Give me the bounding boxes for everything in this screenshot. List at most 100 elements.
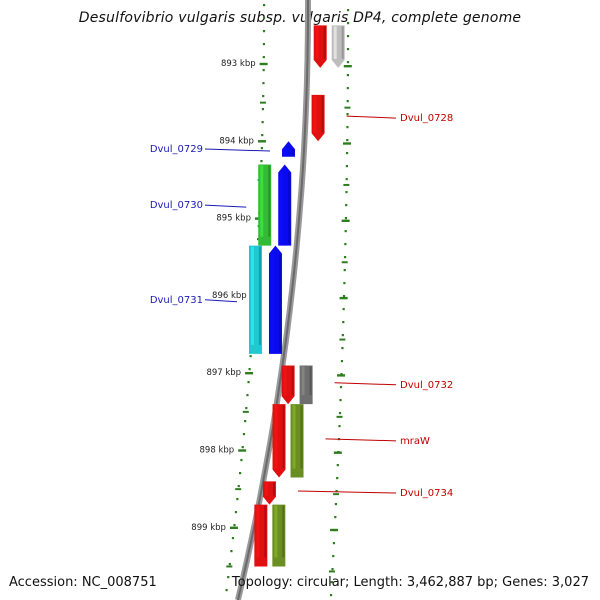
ruler-minor-tick — [259, 101, 266, 104]
gene-label-leader — [297, 490, 397, 494]
gene-label-leader — [325, 438, 397, 442]
ruler-dot — [231, 537, 235, 540]
gene-label[interactable]: Dvul_0730 — [150, 200, 203, 211]
gene-feature[interactable] — [258, 164, 272, 246]
ruler-dot — [346, 9, 350, 12]
ruler-dot — [338, 412, 342, 415]
ruler-dot — [334, 503, 338, 506]
ruler-dot — [249, 355, 252, 358]
gene-feature[interactable] — [290, 404, 304, 478]
ruler-major-tick — [259, 62, 268, 66]
gene-feature[interactable] — [278, 164, 292, 246]
gene-feature[interactable] — [262, 481, 276, 505]
gene-label[interactable]: Dvul_0729 — [150, 144, 203, 155]
ruler-dot — [346, 113, 349, 116]
ruler-minor-tick — [226, 565, 233, 568]
ruler-dot — [261, 108, 265, 111]
ruler-dot — [244, 420, 247, 423]
ruler-dot — [346, 139, 349, 142]
gene-feature[interactable] — [254, 504, 268, 567]
ruler-dot — [331, 568, 334, 571]
ruler-label: 893 kbp — [221, 59, 256, 69]
gene-label[interactable]: mraW — [400, 436, 430, 447]
ruler-minor-tick — [344, 106, 351, 109]
ruler-major-tick — [343, 142, 352, 145]
ruler-dot — [234, 511, 238, 514]
ruler-dot — [240, 459, 243, 462]
ruler-dot — [334, 516, 337, 519]
gene-feature[interactable] — [272, 504, 286, 567]
ruler-dot — [335, 490, 338, 493]
accession-text: Accession: NC_008751 — [9, 575, 157, 590]
ruler-dot — [341, 334, 344, 337]
genome-summary-text: Topology: circular; Length: 3,462,887 bp… — [231, 575, 589, 590]
ruler-dot — [228, 563, 231, 566]
ruler-dot — [343, 282, 346, 285]
gene-highlight — [292, 405, 296, 469]
gene-highlight — [283, 366, 287, 396]
ruler-major-tick — [257, 140, 266, 143]
ruler-label: 899 kbp — [191, 523, 226, 533]
gene-feature[interactable] — [311, 94, 325, 142]
gene-highlight — [284, 149, 288, 155]
ruler-major-tick — [339, 296, 348, 300]
ruler-dot — [332, 555, 335, 558]
gene-feature[interactable] — [331, 25, 345, 68]
ruler-dot — [262, 82, 265, 85]
ruler-dot — [342, 308, 345, 311]
ruler-major-tick — [238, 449, 247, 452]
gene-label-leader — [204, 148, 271, 152]
gene-highlight — [260, 165, 264, 237]
gene-highlight — [274, 505, 278, 558]
ruler-dot — [330, 581, 333, 584]
gene-feature[interactable] — [248, 245, 262, 354]
ruler-dot — [340, 373, 343, 376]
gene-label-leader — [334, 382, 397, 386]
gene-shadow — [282, 505, 285, 558]
ruler-dot — [345, 152, 349, 155]
ruler-dot — [343, 256, 347, 259]
ruler-dot — [346, 126, 349, 129]
ruler-label: 896 kbp — [212, 291, 247, 301]
gene-feature[interactable] — [272, 404, 286, 478]
ruler-dot — [346, 100, 349, 103]
ruler-dot — [262, 95, 265, 98]
gene-label[interactable]: Dvul_0728 — [400, 113, 453, 124]
ruler-dot — [241, 446, 244, 449]
ruler-minor-tick — [339, 338, 346, 341]
ruler-dot — [262, 56, 265, 59]
ruler-dot — [262, 4, 266, 7]
gene-label[interactable]: Dvul_0731 — [150, 295, 203, 306]
ruler-minor-tick — [333, 493, 340, 496]
ruler-dot — [233, 524, 236, 527]
ruler-dot — [343, 269, 346, 272]
ruler-major-tick — [341, 219, 350, 222]
gene-shadow — [264, 505, 267, 558]
ruler-minor-tick — [341, 261, 348, 264]
ruler-dot — [344, 217, 348, 220]
gene-highlight — [333, 26, 337, 59]
gene-feature[interactable] — [313, 25, 327, 68]
ruler-dot — [262, 30, 266, 33]
gene-label[interactable]: Dvul_0734 — [400, 488, 453, 499]
ruler-dot — [230, 550, 233, 553]
ruler-dot — [261, 134, 264, 137]
gene-shadow — [300, 405, 303, 469]
ruler-dot — [342, 295, 346, 298]
ruler-minor-tick — [328, 570, 335, 573]
ruler-dot — [225, 589, 228, 592]
ruler-major-tick — [330, 528, 339, 532]
gene-highlight — [256, 505, 260, 558]
gene-feature[interactable] — [282, 141, 296, 157]
ruler-dot — [257, 238, 260, 241]
gene-feature[interactable] — [281, 365, 295, 405]
ruler-dot — [262, 43, 266, 46]
gene-feature[interactable] — [299, 365, 313, 405]
ruler-dot — [336, 477, 339, 480]
gene-label[interactable]: Dvul_0732 — [400, 380, 453, 391]
ruler-dot — [247, 381, 250, 384]
ruler-minor-tick — [336, 415, 343, 418]
gene-feature[interactable] — [268, 245, 282, 354]
ruler-dot — [346, 48, 350, 51]
feature-layer — [248, 25, 345, 567]
